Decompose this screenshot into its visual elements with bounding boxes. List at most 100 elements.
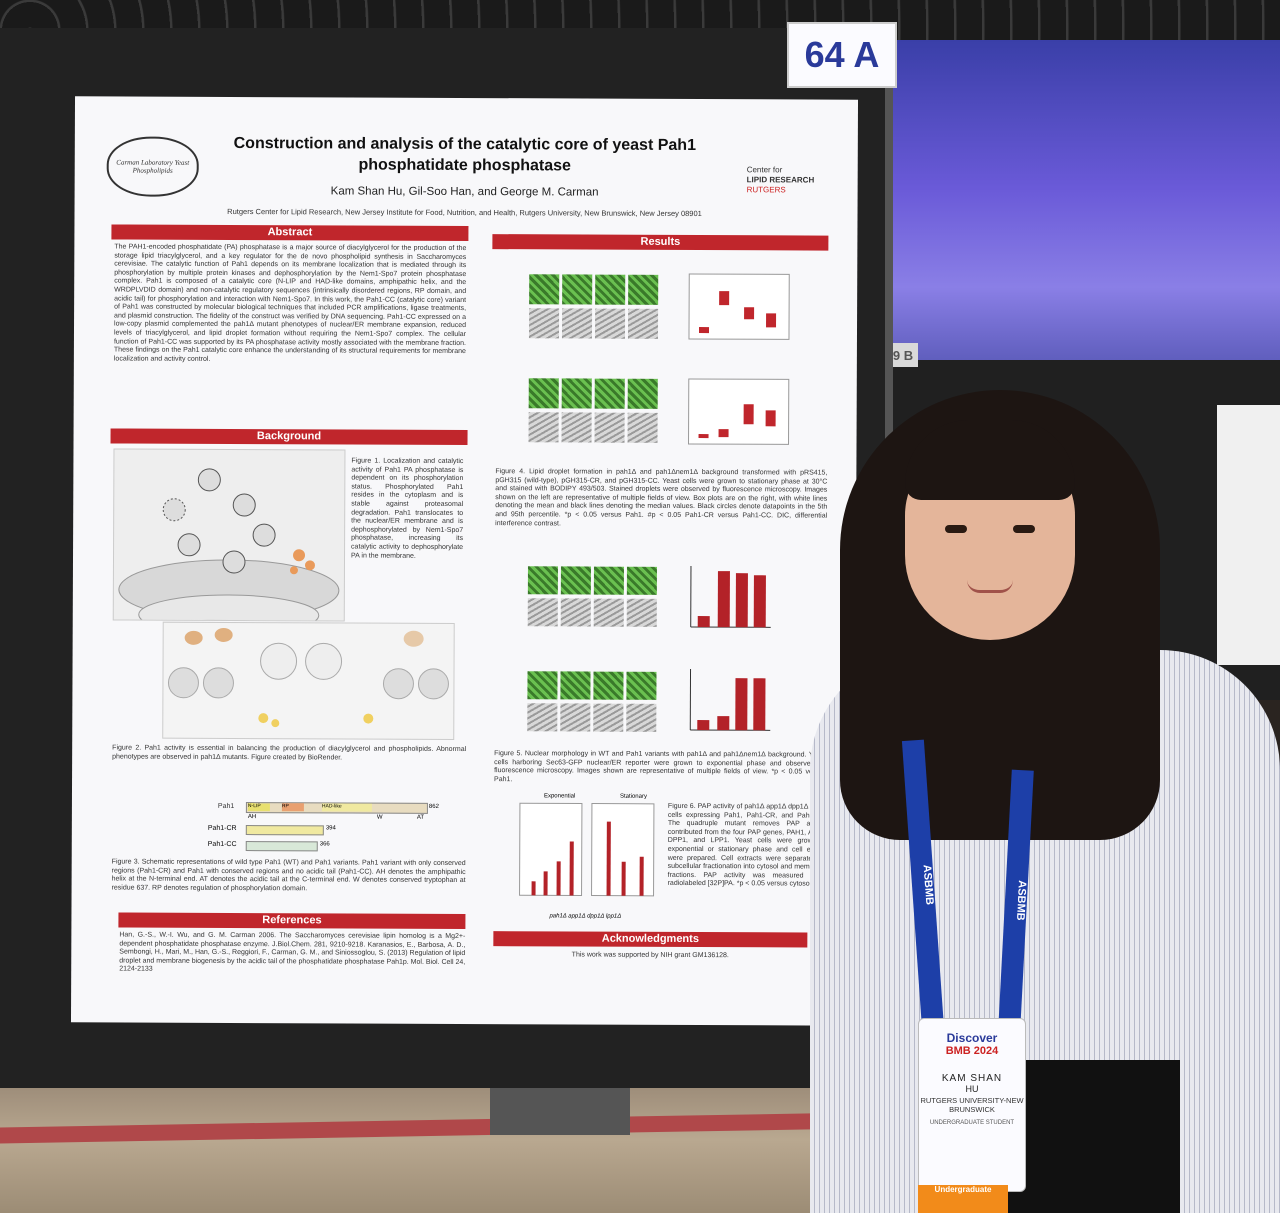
logo-line-3: RUTGERS	[746, 185, 786, 195]
badge-ribbon: Undergraduate	[918, 1185, 1008, 1213]
dic5b-pah1	[560, 703, 591, 732]
dic2-pah1cr	[594, 412, 625, 443]
label-pah1-cc: Pah1-CC	[207, 840, 237, 849]
pah1-cr-bar	[245, 825, 324, 836]
bodipy2-pah1	[561, 378, 592, 409]
badge-first-name: KAM SHAN	[941, 1073, 1003, 1084]
dic2-vector	[528, 412, 559, 443]
dic-vector	[528, 308, 560, 339]
person-pants	[1000, 1060, 1180, 1213]
logo-line-2: LIPID RESEARCH	[746, 175, 815, 185]
figure-5-bars-pah1d-nem1d	[689, 668, 771, 731]
purple-stage-lighting	[880, 40, 1280, 370]
abstract-header: Abstract	[111, 224, 469, 242]
sec63-vector	[527, 566, 558, 595]
bodipy-pah1cc	[628, 274, 659, 305]
acknowledgments-text: This work was supported by NIH grant GM1…	[571, 951, 729, 960]
sec63b-vector	[527, 671, 558, 700]
poster-affiliation: Rutgers Center for Lipid Research, New J…	[227, 206, 702, 219]
bodipy-vector	[529, 274, 560, 305]
person-bangs	[905, 420, 1075, 500]
results-header: Results	[492, 234, 829, 251]
dic5-pah1cr	[593, 598, 624, 627]
figure-5-caption: Figure 5. Nuclear morphology in WT and P…	[494, 750, 827, 783]
abstract-text: The PAH1-encoded phosphatidate (PA) phos…	[113, 243, 467, 363]
badge-event-line2: BMB 2024	[945, 1045, 999, 1057]
dic-pah1	[561, 308, 593, 339]
bodipy2-pah1cr	[594, 378, 625, 409]
figure-6-bars	[519, 802, 655, 897]
right-eye	[1013, 525, 1035, 533]
adjacent-poster	[1217, 405, 1280, 665]
bodipy-pah1	[562, 274, 593, 305]
pah1-cc-bar	[245, 841, 318, 852]
rp-domain: RP	[281, 803, 304, 812]
sec63-pah1	[560, 566, 591, 595]
label-exponential: Exponential	[543, 793, 576, 800]
figure-2-caption: Figure 2. Pah1 activity is essential in …	[112, 744, 467, 762]
dic5b-pah1cc	[626, 703, 657, 732]
sec63b-pah1cr	[593, 671, 624, 700]
figure-1-caption: Figure 1. Localization and catalytic act…	[351, 457, 464, 560]
at-label: AT	[416, 814, 425, 821]
figure-5-images-pah1d	[527, 558, 658, 639]
dic-pah1cc	[627, 308, 659, 339]
figure-4-caption: Figure 4. Lipid droplet formation in pah…	[495, 468, 828, 527]
booth-number-sign: 64 A	[787, 22, 897, 88]
poster-authors: Kam Shan Hu, Gil-Soo Han, and George M. …	[330, 185, 599, 199]
len-cr: 394	[325, 825, 336, 832]
sec63b-pah1cc	[626, 671, 657, 700]
figure-5-images-pah1d-nem1d	[527, 663, 657, 744]
domain-label-pah1: Pah1	[217, 802, 235, 810]
figure-5-bars-pah1d	[690, 565, 771, 628]
had-domain: HAD-like	[321, 803, 372, 812]
figure-4-boxplot-pah1d	[688, 273, 790, 340]
ah-label: AH	[247, 814, 257, 821]
label-stationary: Stationary	[619, 793, 648, 800]
dic2-pah1	[561, 412, 592, 443]
dic-pah1cr	[594, 308, 626, 339]
name-badge: Discover BMB 2024 KAM SHAN HU RUTGERS UN…	[918, 1018, 1026, 1192]
bodipy2-vector	[528, 378, 559, 409]
references-text: Han, G.-S., W.-I. Wu, and G. M. Carman 2…	[119, 931, 466, 974]
poster-title: Construction and analysis of the catalyt…	[233, 134, 697, 175]
w-label: W	[376, 814, 383, 821]
logo-line-1: Center for	[746, 165, 783, 175]
figure-6-caption: Figure 6. PAP activity of pah1Δ app1Δ dp…	[667, 802, 828, 888]
figure-2-diagram	[162, 621, 455, 740]
bodipy2-pah1cc	[627, 378, 658, 409]
figure-4-boxplot-pah1d-nem1d	[688, 378, 790, 445]
dic5b-pah1cr	[593, 703, 624, 732]
left-eye	[945, 525, 967, 533]
figure-2-svg	[167, 627, 449, 728]
smile	[967, 580, 1013, 593]
figure-4-images-pah1d	[528, 266, 659, 347]
dic5-pah1	[560, 598, 591, 627]
figure-3-domains: Pah1 N-LIP RP HAD-like 862 AH W AT Pah1-…	[208, 797, 462, 858]
badge-role: UNDERGRADUATE STUDENT	[929, 1120, 1015, 1126]
sec63b-pah1	[560, 671, 591, 700]
nlip-domain: N-LIP	[247, 803, 270, 812]
background-header: Background	[110, 428, 468, 446]
figure-6-chart: Exponential Stationary pah1Δ app1Δ dpp1Δ…	[501, 793, 667, 929]
figure-1-svg	[118, 468, 340, 636]
acknowledgments-header: Acknowledgments	[493, 931, 808, 948]
figure-1-diagram	[112, 448, 346, 636]
references-header: References	[118, 912, 466, 930]
badge-last-name: HU	[965, 1084, 979, 1094]
dic5-vector	[527, 598, 558, 627]
lipid-research-logo: Center for LIPID RESEARCH RUTGERS	[747, 165, 837, 195]
research-poster: Carman Laboratory Yeast Phospholipids Co…	[70, 96, 859, 1026]
sec63-pah1cr	[593, 566, 624, 595]
dic5b-vector	[527, 703, 558, 732]
len-cc: 366	[319, 841, 330, 848]
badge-organization: RUTGERS UNIVERSITY-NEW BRUNSWICK	[920, 1096, 1024, 1114]
figure-3-caption: Figure 3. Schematic representations of w…	[111, 858, 466, 893]
label-pah1-cr: Pah1-CR	[207, 824, 237, 833]
bodipy-pah1cr	[595, 274, 626, 305]
badge-event-line1: Discover	[946, 1031, 998, 1045]
dic2-pah1cc	[627, 412, 658, 443]
len-full: 862	[428, 803, 439, 810]
dic5-pah1cc	[626, 598, 657, 627]
